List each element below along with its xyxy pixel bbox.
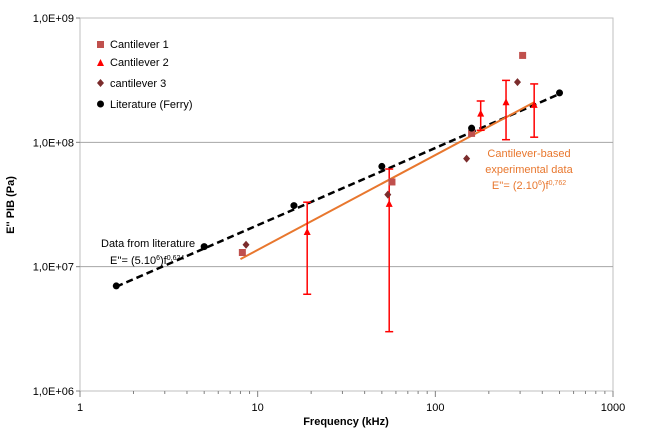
legend-label-literature: Literature (Ferry) (110, 99, 193, 111)
legend-label-cantilever-1: Cantilever 1 (110, 39, 169, 51)
legend-marker-cantilever-1 (97, 41, 104, 48)
fit-lines (115, 92, 561, 288)
annotation-experimental-line1: Cantilever-based (487, 148, 570, 160)
x-axis-title: Frequency (kHz) (303, 416, 389, 428)
eq-exp-prefix: E''= (2.10 (492, 180, 538, 192)
y-tick-label: 1,0E+07 (33, 262, 74, 274)
legend-marker-literature (97, 100, 104, 108)
data-point-cantilever-3 (242, 240, 250, 249)
data-point-literature (290, 202, 298, 210)
eq-exp-mid: )f (542, 180, 550, 192)
y-axis-ticks: 1,0E+06 1,0E+07 1,0E+08 1,0E+09 (33, 13, 80, 398)
eq-lit-mid: )f (160, 255, 168, 267)
data-point-cantilever-2 (303, 228, 311, 236)
data-point-cantilever-2 (502, 98, 510, 106)
data-point-cantilever-1 (388, 178, 396, 186)
gridlines (80, 141, 613, 268)
eq-lit-exp1: 6 (156, 255, 160, 262)
y-tick-label: 1,0E+09 (33, 13, 74, 25)
x-axis-ticks: 1 10 100 1000 (77, 391, 625, 414)
data-point-cantilever-1 (468, 129, 476, 137)
annotation-experimental-line2: experimental data (485, 164, 573, 176)
data-point-cantilever-3 (463, 154, 471, 163)
x-tick-label: 10 (252, 402, 264, 414)
eq-exp-exp1: 6 (538, 180, 542, 187)
data-point-cantilever-2 (477, 109, 485, 117)
x-tick-label: 1000 (601, 402, 625, 414)
legend-marker-cantilever-2 (97, 59, 104, 66)
legend: Cantilever 1 Cantilever 2 cantilever 3 L… (97, 39, 193, 111)
eq-exp-exp2: 0,762 (549, 180, 567, 187)
data-point-cantilever-1 (519, 51, 527, 59)
data-markers (112, 51, 564, 290)
data-point-literature (200, 243, 208, 251)
literature-fit-line (115, 92, 561, 288)
data-point-cantilever-3 (513, 78, 521, 87)
experimental-fit-line (239, 101, 535, 261)
y-axis-title: E'' PIB (Pa) (5, 176, 17, 234)
annotation-literature-title: Data from literature (101, 238, 195, 250)
legend-label-cantilever-2: Cantilever 2 (110, 57, 169, 69)
plot-area (79, 17, 614, 392)
x-tick-label: 1 (77, 402, 83, 414)
annotation-experimental-equation: E''= (2.106)f0,762 (492, 180, 566, 192)
data-point-literature (112, 282, 120, 290)
data-point-cantilever-1 (238, 248, 246, 256)
data-point-cantilever-2 (530, 100, 538, 108)
data-point-literature (378, 162, 386, 170)
legend-label-cantilever-3: cantilever 3 (110, 78, 166, 90)
y-tick-label: 1,0E+08 (33, 137, 74, 149)
data-point-literature (468, 124, 476, 132)
x-tick-label: 100 (426, 402, 444, 414)
legend-marker-cantilever-3 (97, 79, 104, 87)
data-point-literature (556, 89, 564, 97)
data-point-cantilever-3 (384, 190, 392, 199)
eq-lit-exp2: 0,624 (167, 255, 185, 262)
data-point-cantilever-2 (385, 199, 393, 207)
annotation-literature-equation: E''= (5.106)f0,624 (110, 255, 184, 267)
y-tick-label: 1,0E+06 (33, 386, 74, 398)
eq-lit-prefix: E''= (5.10 (110, 255, 156, 267)
